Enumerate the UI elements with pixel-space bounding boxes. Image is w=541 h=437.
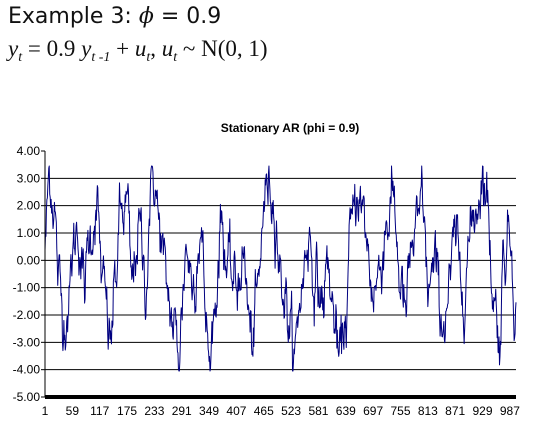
y-tick-label: -1.00: [13, 281, 41, 295]
series-line: [44, 165, 517, 372]
eq-u2: u: [161, 36, 174, 61]
heading-suffix: = 0.9: [153, 4, 222, 29]
x-tick-label: 465: [254, 404, 274, 418]
eq-t-lag: t -1: [91, 50, 111, 65]
x-tick-label: 755: [390, 404, 410, 418]
x-tick-label: 639: [336, 404, 356, 418]
eq-y: y: [8, 36, 19, 61]
y-tick-label: 4.00: [17, 144, 41, 158]
y-tick-label: -3.00: [13, 335, 41, 349]
x-tick-label: 349: [199, 404, 219, 418]
phi-symbol: ϕ: [138, 4, 154, 29]
y-tick-label: 2.00: [17, 199, 41, 213]
chart-title: Stationary AR (phi = 0.9): [221, 121, 360, 135]
x-tick-label: 59: [66, 404, 80, 418]
y-tick-label: -2.00: [13, 308, 41, 322]
x-tick-label: 117: [90, 404, 109, 418]
x-tick-label: 929: [473, 404, 493, 418]
x-tick-label: 871: [445, 404, 465, 418]
x-tick-label: 987: [500, 404, 520, 418]
x-axis-ticks: 1 59 117 175 233 291 349 407 465 523 581 639 697 755 8…: [42, 404, 521, 418]
y-tick-label: -5.00: [13, 390, 41, 404]
x-tick-label: 581: [308, 404, 328, 418]
eq-t-u2: t: [173, 50, 178, 65]
y-tick-label: -4.00: [13, 363, 41, 377]
x-tick-label: 813: [418, 404, 438, 418]
x-tick-label: 1: [42, 404, 49, 418]
eq-coef: = 0.9: [22, 36, 82, 61]
x-tick-label: 697: [363, 404, 383, 418]
eq-u: u: [134, 36, 147, 61]
y-tick-label: 3.00: [17, 171, 41, 185]
eq-y-lag: y: [81, 36, 92, 61]
eq-dist: ~ N(0, 1): [177, 36, 268, 61]
eq-plus: +: [110, 36, 135, 61]
heading-prefix: Example 3:: [8, 4, 139, 29]
eq-comma: ,: [150, 36, 162, 61]
y-axis-ticks: 4.00 3.00 2.00 1.00 0.00 -1.00 -2.00 -3.00 -4.00…: [13, 144, 45, 404]
x-tick-label: 175: [117, 404, 137, 418]
x-tick-label: 523: [281, 404, 301, 418]
axes: [44, 151, 516, 399]
series-layer: [44, 165, 517, 372]
x-tick-label: 291: [172, 404, 192, 418]
eq-t-u: t: [146, 50, 151, 65]
y-tick-label: 0.00: [17, 253, 41, 267]
x-tick-label: 407: [226, 404, 246, 418]
x-tick-label: 233: [144, 404, 164, 418]
slide-heading: Example 3: ϕ = 0.9: [8, 4, 221, 29]
eq-t: t: [18, 50, 23, 65]
y-tick-label: 1.00: [17, 226, 41, 240]
ar-equation: yt = 0.9 yt -1 + ut, ut ~ N(0, 1): [8, 36, 268, 66]
